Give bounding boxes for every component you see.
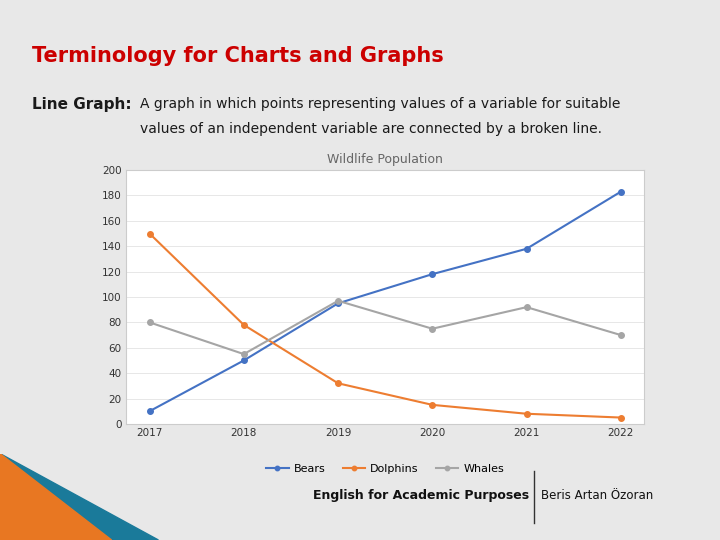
Dolphins [334,380,343,387]
Legend: Bears, Dolphins, Whales: Bears, Dolphins, Whales [262,460,508,479]
Dolphins [145,230,154,237]
Text: Terminology for Charts and Graphs: Terminology for Charts and Graphs [32,46,444,66]
Text: Line Graph:: Line Graph: [32,97,132,112]
Bears [240,357,248,364]
Bears [616,188,625,195]
Text: values of an independent variable are connected by a broken line.: values of an independent variable are co… [140,122,603,136]
Polygon shape [0,454,112,540]
Dolphins [428,402,436,408]
Line: Dolphins: Dolphins [147,231,624,420]
Line: Bears: Bears [147,189,624,414]
Whales [240,351,248,357]
Polygon shape [0,454,158,540]
Bears [334,300,343,307]
Text: Beris Artan Özoran: Beris Artan Özoran [541,489,654,502]
Dolphins [616,414,625,421]
Title: Wildlife Population: Wildlife Population [328,153,443,166]
Text: A graph in which points representing values of a variable for suitable: A graph in which points representing val… [140,97,621,111]
Bears [145,408,154,415]
Text: English for Academic Purposes: English for Academic Purposes [313,489,529,502]
Whales [145,319,154,326]
Whales [522,304,531,310]
Whales [428,326,436,332]
Line: Whales: Whales [147,298,624,357]
Bears [522,246,531,252]
Bears [428,271,436,278]
Whales [334,298,343,304]
Dolphins [522,410,531,417]
Whales [616,332,625,338]
Dolphins [240,322,248,328]
